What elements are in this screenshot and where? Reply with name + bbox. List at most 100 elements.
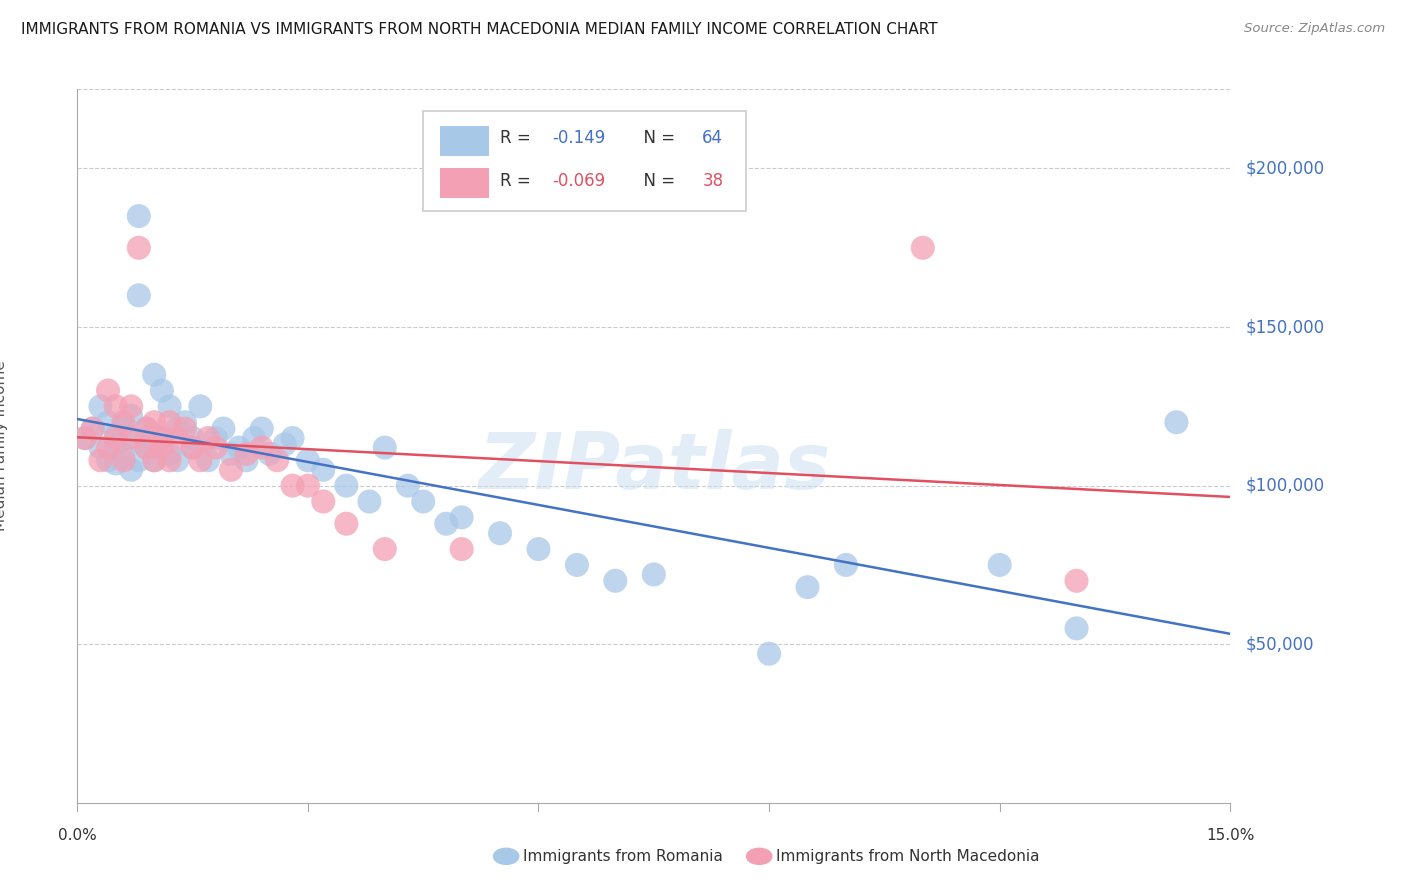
Point [174,421,197,435]
Point [135,421,157,435]
Point [219,463,242,477]
Text: Median Family Income: Median Family Income [0,360,8,532]
Point [266,453,288,467]
Point [374,542,396,557]
Point [128,209,150,223]
Text: Immigrants from Romania: Immigrants from Romania [523,849,723,863]
Point [128,453,150,467]
Point [82,421,104,435]
Point [104,400,127,414]
Text: Immigrants from North Macedonia: Immigrants from North Macedonia [776,849,1039,863]
Point [643,567,665,582]
Point [128,288,150,302]
Point [527,542,550,557]
Point [150,431,173,445]
FancyBboxPatch shape [440,169,489,198]
Point [112,415,135,429]
Point [250,441,273,455]
Point [159,447,181,461]
Point [235,453,257,467]
Point [396,478,419,492]
Text: -0.069: -0.069 [553,171,606,189]
Point [120,431,142,445]
Point [259,447,281,461]
Point [159,453,181,467]
Point [166,431,188,445]
Point [1066,574,1088,588]
Point [1066,621,1088,635]
Text: 38: 38 [702,171,723,189]
Point [489,526,512,541]
Point [120,400,142,414]
Text: N =: N = [633,128,681,146]
Point [359,494,381,508]
Point [82,421,104,435]
Point [112,447,135,461]
Point [450,510,472,524]
Point [135,441,157,455]
FancyBboxPatch shape [423,111,747,211]
Point [450,542,472,557]
Point [197,431,219,445]
Point [150,384,173,398]
Point [219,447,242,461]
Point [1166,415,1188,429]
Point [73,431,96,445]
Point [143,368,166,382]
Point [181,431,204,445]
Point [312,463,335,477]
Point [166,453,188,467]
Point [250,421,273,435]
Point [97,453,120,467]
Point [188,400,211,414]
Point [135,431,157,445]
Point [434,516,457,531]
Point [911,241,934,255]
Point [204,441,226,455]
Point [274,437,297,451]
Point [89,441,111,455]
Text: 64: 64 [702,128,723,146]
Point [143,415,166,429]
Point [758,647,780,661]
Point [143,441,166,455]
Point [104,457,127,471]
Point [412,494,434,508]
Point [297,453,319,467]
Point [104,437,127,451]
Point [143,453,166,467]
Point [112,418,135,433]
Text: $200,000: $200,000 [1246,160,1324,178]
Point [104,428,127,442]
Point [565,558,588,572]
Point [97,441,120,455]
Point [835,558,858,572]
Point [143,453,166,467]
Point [988,558,1011,572]
Text: -0.149: -0.149 [553,128,606,146]
Point [188,453,211,467]
Point [281,478,304,492]
Point [212,421,235,435]
Point [112,453,135,467]
Point [135,441,157,455]
Point [235,447,257,461]
Point [73,431,96,445]
Point [89,400,111,414]
Text: $50,000: $50,000 [1246,635,1315,653]
Point [166,421,188,435]
Point [135,421,157,435]
Point [181,441,204,455]
Point [374,441,396,455]
Text: R =: R = [501,171,537,189]
Point [796,580,818,594]
Point [297,478,319,492]
Text: Source: ZipAtlas.com: Source: ZipAtlas.com [1244,22,1385,36]
Point [120,463,142,477]
Point [120,431,142,445]
Point [150,441,173,455]
Text: N =: N = [633,171,681,189]
Text: R =: R = [501,128,537,146]
Text: 0.0%: 0.0% [58,828,97,843]
Point [335,516,357,531]
